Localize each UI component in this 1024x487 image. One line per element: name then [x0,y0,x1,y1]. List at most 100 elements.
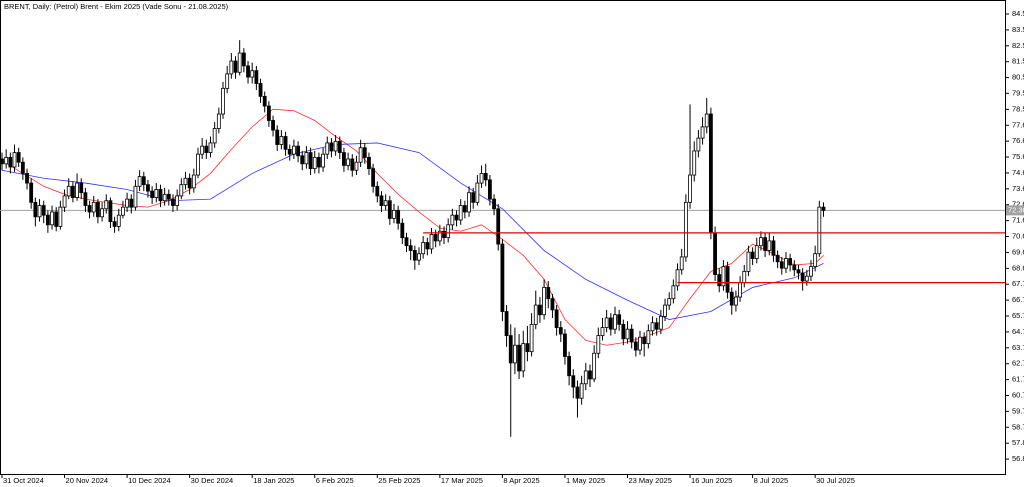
candle-body [241,52,246,67]
candle-body [558,327,563,335]
candle-body [354,161,359,171]
candle-body [462,205,467,213]
candle-body [775,254,780,263]
candle-body [442,230,446,239]
candle-body [375,185,380,197]
y-tick-label: 64.73 [1012,327,1024,336]
candle-body [208,142,213,153]
candle-body [387,200,392,219]
candle-body [41,205,46,216]
candle-body [392,209,396,219]
y-tick-label: 63.74 [1012,343,1024,352]
candle-body [79,182,84,194]
candle-body [654,322,659,330]
candle-body [679,256,684,271]
x-tick-label: 1 May 2025 [566,476,605,485]
candle-body [342,152,346,166]
x-tick-label: 17 Mar 2025 [441,476,483,485]
x-tick-label: 25 Feb 2025 [378,476,420,485]
candle-body [433,234,438,242]
candle-body [713,232,717,275]
candle-body [529,323,534,353]
candle-body [137,176,142,187]
candle-body [350,158,355,171]
y-tick-label: 57.80 [1012,438,1024,447]
candle-body [533,304,538,325]
candle-body [346,158,351,166]
candle-body [667,298,672,306]
candle-body [604,317,609,328]
candle-body [804,275,809,282]
y-tick-label: 60.77 [1012,390,1024,399]
candle-body [588,370,592,380]
candle-body [700,126,705,139]
y-tick-label: 76.61 [1012,136,1024,145]
candle-body [746,251,751,272]
candle-body [600,327,605,337]
candle-body [513,344,517,364]
candle-body [675,269,680,287]
candle-body [367,156,371,170]
candle-body [271,120,275,131]
candle-body [362,147,367,158]
candle-body [200,145,205,155]
candle-body [337,140,342,153]
candle-body [704,113,709,128]
candle-body [404,237,409,247]
candle-body [4,156,9,165]
y-tick-label: 73.64 [1012,184,1024,193]
candle-body [66,185,71,197]
candle-body [333,140,338,152]
chart-title: BRENT, Daily: (Petrol) Brent - Ekim 2025… [4,2,229,11]
candle-body [796,269,801,274]
candle-body [133,185,138,208]
candle-body [779,261,784,269]
candle-body [183,177,188,186]
y-tick-label: 62.75 [1012,359,1024,368]
candle-body [150,190,155,198]
x-tick-label: 8 Jul 2025 [754,476,789,485]
x-tick-label: 18 Jan 2025 [253,476,294,485]
candle-body [141,176,146,186]
candle-body [45,214,50,226]
candle-body [571,375,576,388]
candle-body [417,253,421,261]
candle-body [50,211,54,226]
y-tick-label: 67.70 [1012,279,1024,288]
candle-body [16,152,21,163]
candle-body [233,60,238,73]
candle-body [70,185,75,198]
candle-body [521,343,526,372]
candle-body [734,296,738,306]
candle-body [813,253,818,267]
candle-body [617,314,622,325]
candle-body [254,70,259,84]
candle-body [821,206,826,211]
candle-body [763,237,768,251]
candle-body [750,251,755,259]
candle-body [58,206,63,227]
candle-body [683,201,688,258]
candle-body [37,205,42,218]
y-tick-label: 74.63 [1012,168,1024,177]
candle-body [321,153,325,168]
candle-body [579,383,584,399]
candle-body [112,221,117,227]
candle-body [504,311,509,337]
candle-body [550,298,555,311]
candle-body [596,335,601,354]
candle-body [688,174,692,203]
candle-body [396,209,401,224]
candle-body [125,198,129,208]
candle-body [62,195,67,208]
candle-body [400,222,405,239]
candle-body [788,258,793,266]
candle-body [279,136,284,145]
candle-body [471,192,476,203]
candle-body [225,73,230,89]
candle-body [20,161,25,174]
candle-body [196,153,200,176]
candle-body [721,266,726,287]
candle-body [771,240,776,256]
candle-body [408,245,413,251]
